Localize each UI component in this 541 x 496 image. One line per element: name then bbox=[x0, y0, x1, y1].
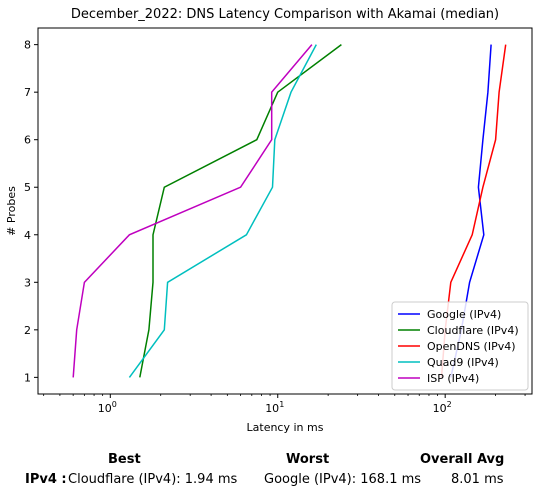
y-tick-label: 6 bbox=[24, 134, 31, 147]
y-tick-label: 5 bbox=[24, 181, 31, 194]
y-axis-label: # Probes bbox=[5, 186, 18, 236]
legend-label: ISP (IPv4) bbox=[427, 372, 479, 385]
legend-label: Quad9 (IPv4) bbox=[427, 356, 499, 369]
legend-label: Google (IPv4) bbox=[427, 308, 501, 321]
y-tick-label: 8 bbox=[24, 39, 31, 52]
best-header: Best bbox=[108, 452, 141, 467]
legend: Google (IPv4) Cloudflare (IPv4) OpenDNS (I… bbox=[392, 302, 528, 390]
y-tick-label: 2 bbox=[24, 324, 31, 337]
summary-row-label: IPv4 : bbox=[25, 472, 67, 487]
x-axis-label: Latency in ms bbox=[247, 421, 324, 434]
y-tick-label: 1 bbox=[24, 371, 31, 384]
y-tick-label: 4 bbox=[24, 229, 31, 242]
series-line bbox=[140, 45, 342, 378]
overall-avg-header: Overall Avg bbox=[420, 452, 504, 467]
legend-label: Cloudflare (IPv4) bbox=[427, 324, 519, 337]
x-tick-label: 101 bbox=[265, 400, 284, 415]
best-value: Cloudflare (IPv4): 1.94 ms bbox=[68, 472, 237, 487]
latency-chart: December_2022: DNS Latency Comparison wi… bbox=[0, 0, 541, 440]
avg-value: 8.01 ms bbox=[451, 472, 504, 487]
chart-title: December_2022: DNS Latency Comparison wi… bbox=[71, 7, 499, 22]
x-tick-label: 102 bbox=[433, 400, 452, 415]
x-tick-label: 100 bbox=[98, 400, 117, 415]
series-line bbox=[129, 45, 316, 378]
legend-label: OpenDNS (IPv4) bbox=[427, 340, 516, 353]
y-tick-label: 3 bbox=[24, 276, 31, 289]
y-axis: 1 2 3 4 5 6 7 8 bbox=[24, 39, 38, 385]
worst-header: Worst bbox=[286, 452, 329, 467]
x-axis: 100 101 102 bbox=[44, 394, 525, 415]
worst-value: Google (IPv4): 168.1 ms bbox=[264, 472, 421, 487]
y-tick-label: 7 bbox=[24, 86, 31, 99]
